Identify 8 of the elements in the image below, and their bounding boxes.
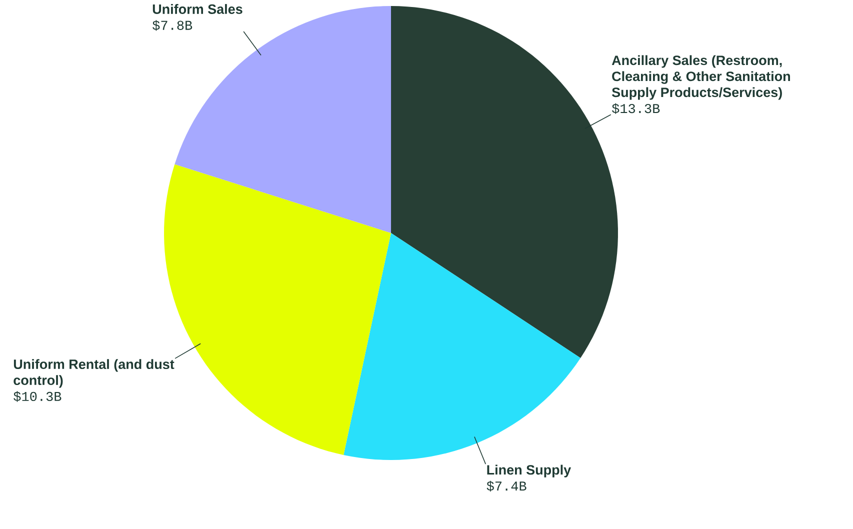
data-label: $10.3B xyxy=(14,391,62,402)
slice-label: Linen Supply xyxy=(487,464,572,478)
slice-label: Uniform Rental (and dust control) xyxy=(14,359,174,388)
data-label: $13.3B xyxy=(612,103,660,114)
slice-label: Uniform Sales xyxy=(152,4,242,14)
data-label: $7.8B xyxy=(152,20,192,31)
data-label: $7.4B xyxy=(486,480,526,492)
slice-label: Ancillary Sales (Restroom, Cleaning & Other Sanitation Supply Products/Services) xyxy=(612,55,790,100)
